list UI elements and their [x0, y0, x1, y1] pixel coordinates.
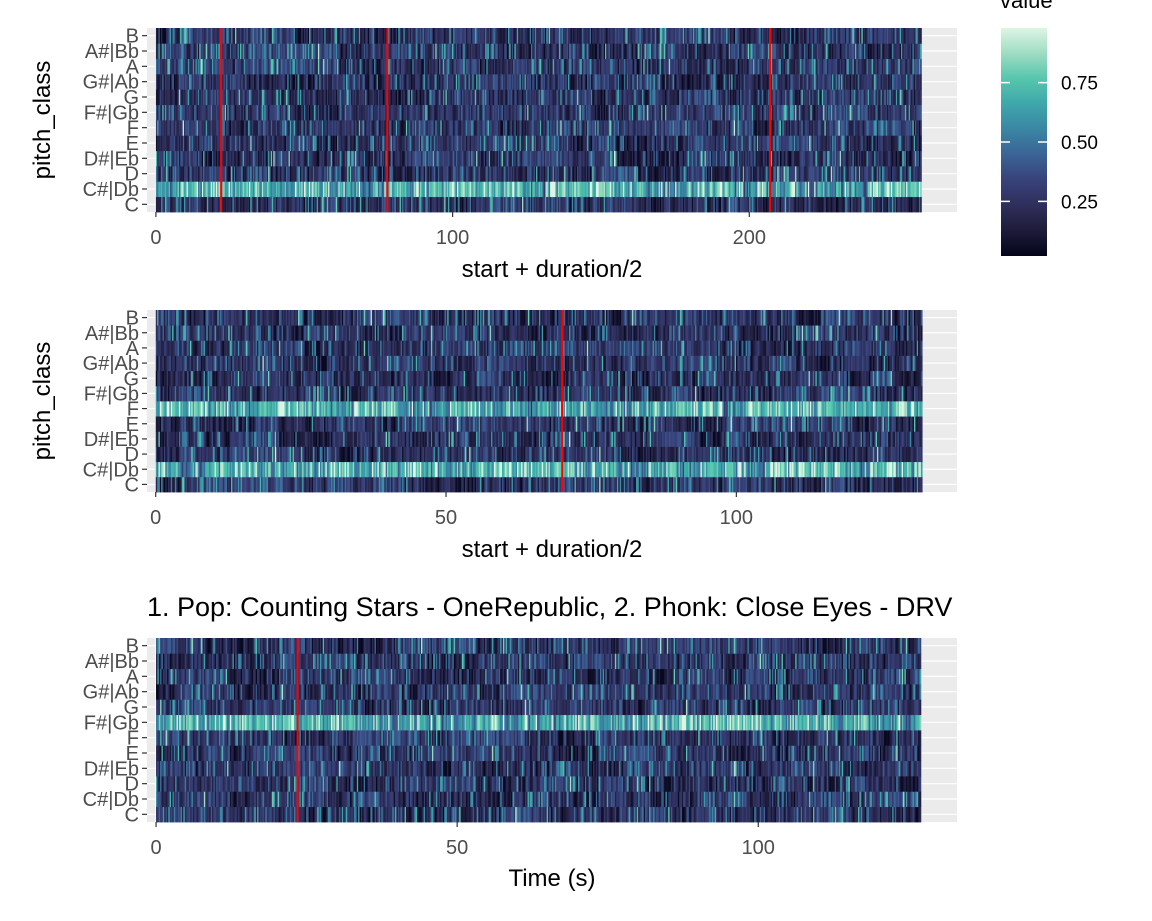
heatmap-cells: [156, 28, 922, 212]
